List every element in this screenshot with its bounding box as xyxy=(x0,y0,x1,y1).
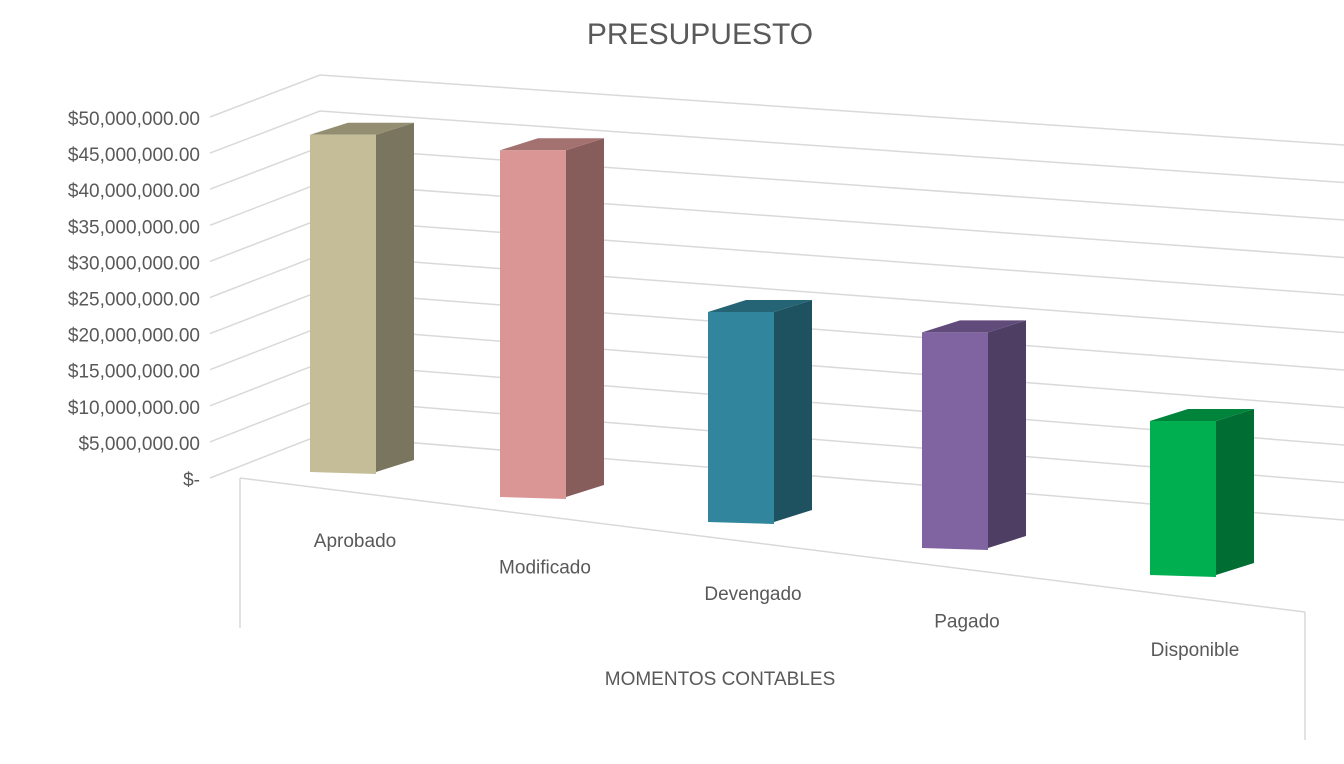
bar xyxy=(500,138,604,499)
x-tick-label: Pagado xyxy=(934,612,1000,633)
bar-top xyxy=(708,300,812,312)
bar-side xyxy=(566,138,604,497)
y-tick-label: $45,000,000.00 xyxy=(68,145,200,166)
y-tick-label: $20,000,000.00 xyxy=(68,326,200,347)
bar-side xyxy=(774,300,812,522)
bar-front xyxy=(310,134,376,474)
bar-top xyxy=(500,138,604,151)
bars xyxy=(310,122,1254,577)
y-tick-label: $30,000,000.00 xyxy=(68,253,200,274)
x-tick-label: Modificado xyxy=(499,558,591,579)
bar xyxy=(1150,408,1254,577)
y-tick-label: $15,000,000.00 xyxy=(68,362,200,383)
bar xyxy=(708,300,812,524)
floor xyxy=(239,477,1306,740)
y-tick-label: $40,000,000.00 xyxy=(68,181,200,202)
bar-top xyxy=(922,320,1026,333)
bar-side xyxy=(1216,408,1254,575)
y-tick-label: $- xyxy=(183,470,200,491)
y-tick-label: $35,000,000.00 xyxy=(68,217,200,238)
chart-title: PRESUPUESTO xyxy=(587,18,813,51)
y-tick-label: $25,000,000.00 xyxy=(68,290,200,311)
bar-top xyxy=(1150,408,1254,421)
bar-front xyxy=(1150,420,1216,577)
bar-front xyxy=(922,332,988,550)
bar-top xyxy=(310,122,414,135)
x-tick-label: Devengado xyxy=(704,584,801,605)
bar xyxy=(310,122,414,474)
x-tick-label: Aprobado xyxy=(314,531,396,552)
y-tick-label: $5,000,000.00 xyxy=(78,434,200,455)
bar-side xyxy=(376,122,414,472)
grid-line xyxy=(209,74,1344,146)
y-tick-label: $50,000,000.00 xyxy=(68,109,200,130)
x-axis-title: MOMENTOS CONTABLES xyxy=(605,669,836,690)
bar-front xyxy=(708,312,774,524)
floor-edge xyxy=(239,477,1306,613)
bar-side xyxy=(988,320,1026,548)
x-tick-label: Disponible xyxy=(1151,640,1240,661)
grid-line xyxy=(209,110,1344,184)
bar xyxy=(922,320,1026,550)
y-tick-label: $10,000,000.00 xyxy=(68,398,200,419)
bar-front xyxy=(500,150,566,499)
